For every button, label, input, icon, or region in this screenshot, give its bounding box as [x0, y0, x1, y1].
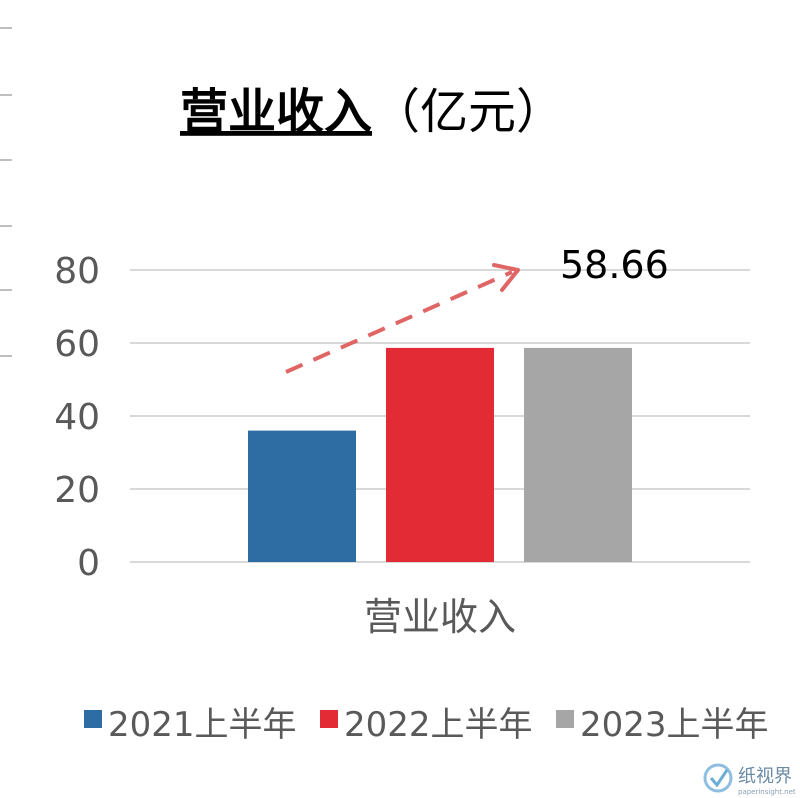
legend-label: 2021上半年: [108, 705, 297, 745]
x-category-label: 营业收入: [364, 595, 516, 639]
legend-label: 2023上半年: [580, 705, 769, 745]
y-tick-label: 60: [54, 324, 100, 365]
chart-title-group: 营业收入（亿元）: [180, 84, 564, 140]
legend: 2021上半年 2022上半年 2023上半年: [84, 705, 769, 745]
chart-title: 营业收入: [180, 84, 372, 140]
y-tick-labels: 0 20 40 60 80: [54, 251, 100, 584]
y-tick-label: 40: [54, 397, 100, 438]
legend-swatch: [84, 710, 102, 728]
data-label: 58.66: [560, 243, 669, 287]
y-tick-label: 20: [54, 470, 100, 511]
watermark-text: 纸视界: [738, 766, 792, 787]
watermark-subtext: paperinsight.net: [738, 788, 796, 796]
left-edge-ticks: [0, 27, 12, 357]
y-tick-label: 0: [77, 543, 100, 584]
trend-arrow-head-icon: [492, 263, 520, 292]
watermark: 纸视界 paperinsight.net: [703, 763, 796, 796]
annotation: 58.66: [285, 243, 669, 374]
bar-2022上半年: [386, 347, 494, 562]
checkmark-shield-icon: [703, 763, 733, 793]
legend-swatch: [320, 710, 338, 728]
bar-2023上半年: [524, 347, 632, 562]
trend-arrow-line: [285, 270, 513, 374]
chart-title-unit: （亿元）: [372, 84, 564, 140]
bar-2021上半年: [248, 430, 356, 562]
y-tick-label: 80: [54, 251, 100, 292]
legend-label: 2022上半年: [344, 705, 533, 745]
bars: [248, 347, 632, 562]
legend-swatch: [556, 710, 574, 728]
